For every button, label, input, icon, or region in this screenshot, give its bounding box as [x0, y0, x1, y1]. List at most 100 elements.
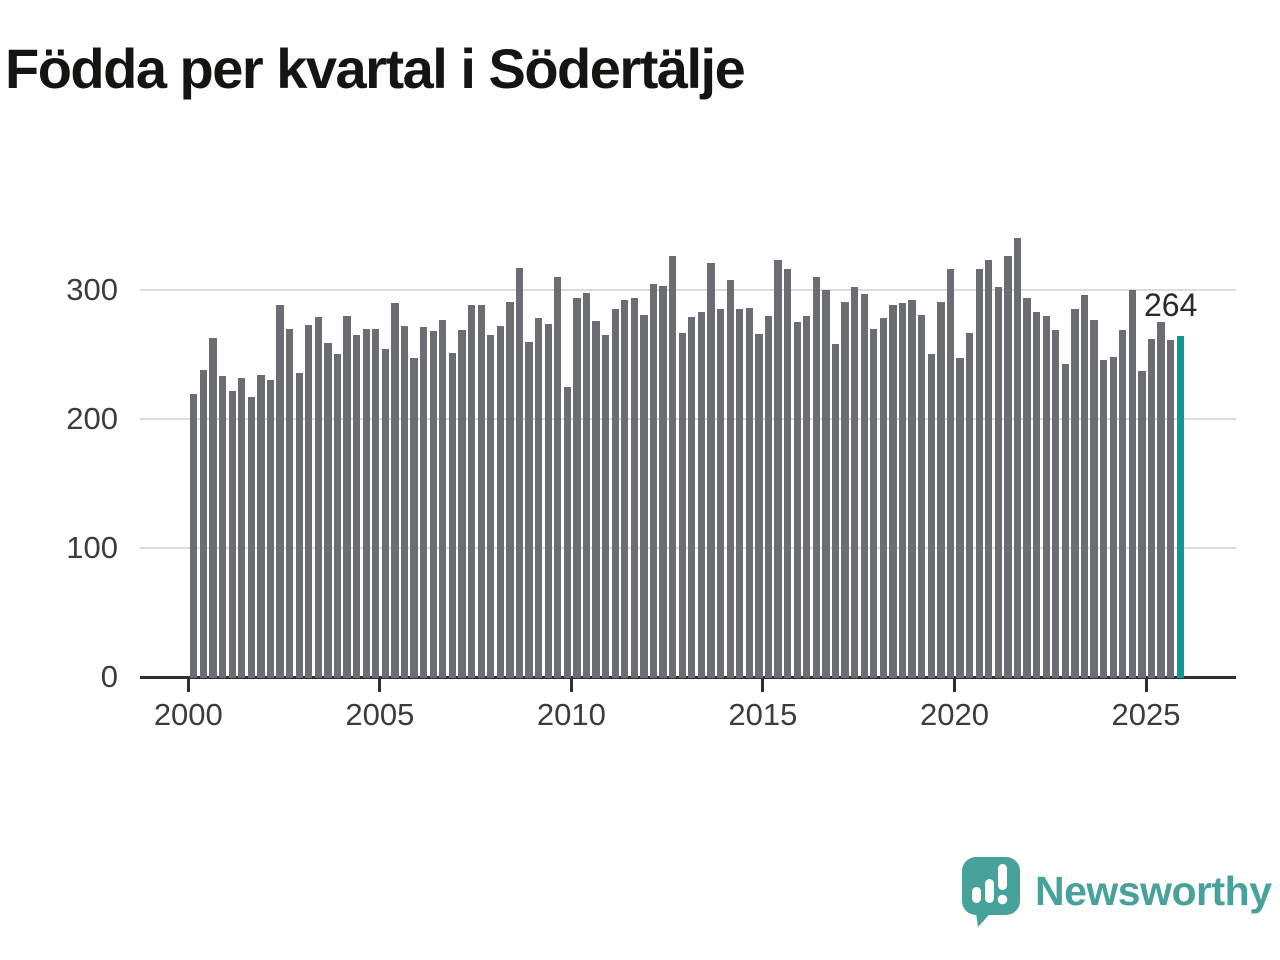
bar: [640, 315, 648, 678]
bar: [764, 316, 773, 678]
bar: [946, 269, 955, 678]
bar: [755, 334, 763, 678]
bar: [544, 324, 552, 678]
bar: [209, 338, 217, 678]
gridline-y-200: [140, 418, 1236, 420]
bar: [812, 277, 820, 678]
y-axis-label-300: 300: [66, 272, 118, 307]
bar: [831, 344, 840, 678]
bar: [582, 293, 591, 678]
bar: [218, 376, 227, 678]
bar: [649, 284, 658, 678]
bar: [295, 373, 303, 678]
bar: [774, 260, 782, 678]
bar: [1061, 364, 1069, 678]
bar: [937, 302, 945, 678]
bar: [688, 317, 696, 678]
bar: [611, 309, 619, 678]
x-axis-tick-2000: [186, 678, 190, 692]
bar: [496, 326, 504, 678]
bar: [822, 290, 830, 678]
bar: [1052, 330, 1060, 678]
bar: [621, 300, 629, 678]
y-axis-label-0: 0: [100, 659, 118, 694]
bar: [400, 326, 409, 678]
bar: [467, 305, 476, 678]
bar: [745, 308, 753, 678]
bar: [324, 343, 332, 678]
bar: [965, 333, 974, 678]
bar: [1100, 360, 1108, 678]
y-axis-label-200: 200: [66, 401, 118, 436]
bar: [1071, 309, 1079, 678]
bar: [1032, 312, 1041, 678]
bar: [458, 330, 466, 678]
x-axis-tick-2015: [761, 678, 765, 692]
bar: [1004, 256, 1012, 678]
bar: [238, 378, 246, 678]
bar: [1157, 322, 1165, 678]
bar: [372, 329, 380, 678]
x-axis-label-2005: 2005: [345, 697, 415, 732]
bar: [726, 280, 734, 678]
bar: [1090, 320, 1098, 678]
bar: [285, 329, 294, 678]
bar: [362, 329, 370, 678]
bar: [898, 303, 907, 678]
bar: [1023, 298, 1031, 678]
x-axis-tick-2020: [952, 678, 956, 692]
bar: [391, 303, 399, 678]
bar: [716, 309, 725, 678]
bar: [439, 320, 447, 678]
bar: [994, 287, 1002, 678]
bar: [678, 333, 686, 678]
bar: [381, 349, 390, 678]
bar: [534, 318, 543, 678]
newsworthy-logo-text: Newsworthy: [1035, 867, 1272, 914]
x-axis-tick-2025: [1144, 678, 1148, 692]
bar: [333, 354, 342, 678]
bar: [420, 327, 428, 678]
bar: [1147, 339, 1156, 678]
bar: [860, 294, 868, 678]
bar: [669, 256, 677, 678]
bar: [985, 260, 993, 678]
bar: [410, 358, 418, 678]
bar: [803, 316, 811, 678]
bar: [563, 387, 571, 678]
newsworthy-logo: Newsworthy: [961, 856, 1272, 930]
bar: [487, 335, 495, 678]
bar: [697, 312, 706, 678]
bar: [889, 305, 897, 678]
x-axis-tick-2005: [378, 678, 382, 692]
bar: [783, 269, 792, 678]
bar: [305, 325, 313, 678]
bar: [1042, 316, 1050, 678]
gridline-y-300: [140, 289, 1236, 291]
bar: [554, 277, 562, 678]
bar: [879, 318, 888, 678]
x-axis-tick-2010: [569, 678, 573, 692]
bar: [477, 305, 485, 678]
bar: [573, 298, 581, 678]
bar: [659, 286, 667, 678]
bar: [630, 298, 639, 678]
bar: [870, 329, 878, 678]
x-axis-line: [140, 675, 1236, 679]
bar: [1080, 295, 1089, 678]
bar: [314, 317, 322, 678]
bar: [429, 331, 437, 678]
x-axis-label-2025: 2025: [1111, 697, 1181, 732]
newsworthy-logo-icon: [962, 857, 1020, 927]
bar: [515, 268, 524, 678]
x-axis-label-2000: 2000: [153, 697, 223, 732]
bar: [247, 397, 255, 678]
bar: [841, 302, 849, 678]
bar: [276, 305, 284, 678]
x-axis-label-2020: 2020: [919, 697, 989, 732]
bar: [793, 322, 801, 678]
bar: [736, 309, 744, 678]
bar: [506, 302, 514, 678]
bar: [1119, 330, 1127, 678]
